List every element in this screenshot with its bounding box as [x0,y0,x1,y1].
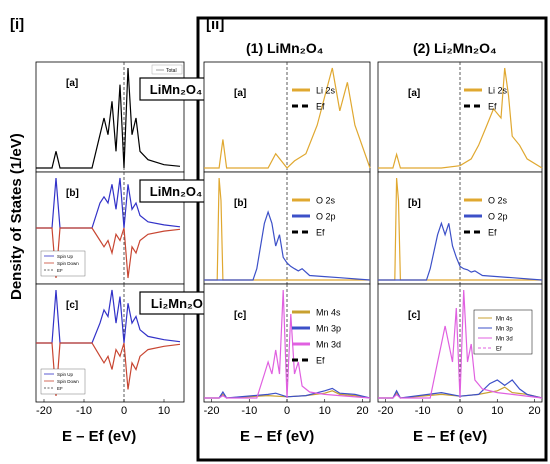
series-line-mn-3d [204,289,371,399]
series-line-mn-3d [378,289,543,399]
legend-entry: O 2s [316,196,336,206]
column-1-title: (1) LiMn₂O₄ [246,40,324,56]
subpanel-label: [c] [234,310,246,321]
legend-entry: Ef [316,356,325,366]
x-tick-label: -10 [76,405,92,417]
legend-entry: Mn 3p [316,324,341,334]
subpanel-label: [a] [234,88,246,99]
series-line-o-2p [378,221,543,281]
x-axis-label-ii-1: E – Ef (eV) [240,428,315,445]
x-tick-label: 0 [284,405,290,417]
legend-entry: Mn 4s [496,317,512,323]
subpanel-label: [a] [408,88,420,99]
legend-box [40,250,86,277]
legend-entry: Spin Down [57,379,79,384]
legend-entry: Spin Up [57,372,74,377]
panel-i-label: [i] [10,16,25,33]
legend-box [40,368,86,395]
chart-ii-2c: [c] Mn 4s Mn 3p Mn 3d Ef -20 -10 0 10 20 [378,283,543,417]
legend-entry: Total [166,68,177,74]
x-axis-label-ii-2: E – Ef (eV) [413,428,488,445]
legend-entry: Ef [488,228,497,238]
x-tick-label: -10 [241,405,257,417]
legend-entry: O 2p [488,212,508,222]
subpanel-label: [c] [408,310,420,321]
x-tick-label: -20 [36,405,52,417]
series-line-total [36,67,181,169]
legend-entry: Li 2s [316,86,336,96]
chart-i-a: [a] Total LiMn₂O₄ [35,61,213,173]
compound-callout: LiMn₂O₄ [139,179,213,203]
x-tick-label: 10 [158,405,170,417]
callout-label: LiMn₂O₄ [150,184,202,199]
x-tick-label: 10 [491,405,503,417]
callout-label: Li₂Mn₂O₄ [151,296,209,311]
chart-ii-1c: [c] Mn 4s Mn 3p Mn 3d Ef -20 -10 0 10 20 [204,283,371,417]
callout-label: LiMn₂O₄ [150,82,202,97]
x-tick-label: 20 [356,405,368,417]
legend-box [151,64,183,75]
x-tick-label: 0 [121,405,127,417]
legend-entry: Mn 4s [316,308,341,318]
x-tick-label: 10 [319,405,331,417]
legend-entry: Li 2s [488,86,508,96]
legend-entry: Mn 3d [496,337,513,343]
x-tick-label: -10 [415,405,431,417]
legend-entry: EF [57,268,63,273]
legend-box [473,309,533,355]
legend-entry: Ef [496,347,502,353]
chart-i-c: [c] Spin Up Spin Down EF -20 -10 0 10 Li₂Mn₂O₄ [35,283,221,417]
x-tick-label: -20 [378,405,394,417]
legend-entry: Ef [316,228,325,238]
panel-ii-label: [ii] [206,16,225,33]
panel-ii-border [196,16,548,462]
legend-entry: O 2s [488,196,508,206]
chart-i-b: [b] Spin Up Spin Down EF LiMn₂O₄ [35,171,213,285]
x-tick-label: 20 [528,405,540,417]
compound-callout: Li₂Mn₂O₄ [139,291,221,315]
compound-callout: LiMn₂O₄ [139,77,213,101]
x-tick-label: 0 [457,405,463,417]
chart-ii-2b: [b] O 2s O 2p Ef [377,171,543,285]
subpanel-label: [b] [408,198,421,209]
x-axis-label-i: E – Ef (eV) [62,428,137,445]
legend-entry: Ef [488,102,497,112]
chart-ii-1a: [a] Li 2s Ef [203,61,371,173]
subpanel-label: [a] [66,78,78,89]
series-line-spin-down [36,342,181,397]
legend-entry: EF [57,386,63,391]
subpanel-label: [b] [234,198,247,209]
legend-entry: Spin Down [57,261,79,266]
subpanel-label: [c] [66,300,78,311]
chart-ii-1b: [b] O 2s O 2p Ef [203,171,371,285]
legend-entry: Mn 3d [316,340,341,350]
subpanel-label: [b] [66,188,79,199]
x-tick-label: -20 [204,405,220,417]
y-axis-label: Density of States (1/eV) [8,133,25,300]
legend-entry: Ef [316,102,325,112]
series-line-o-2p [204,210,371,281]
legend-entry: Mn 3p [496,327,513,333]
series-line-li-2s [378,67,543,169]
column-2-title: (2) Li₂Mn₂O₄ [413,40,497,56]
legend-entry: Spin Up [57,254,74,259]
series-line-spin-down [36,227,181,279]
series-line-li-2s [204,67,371,169]
chart-ii-2a: [a] Li 2s Ef [377,61,543,173]
legend-entry: O 2p [316,212,336,222]
